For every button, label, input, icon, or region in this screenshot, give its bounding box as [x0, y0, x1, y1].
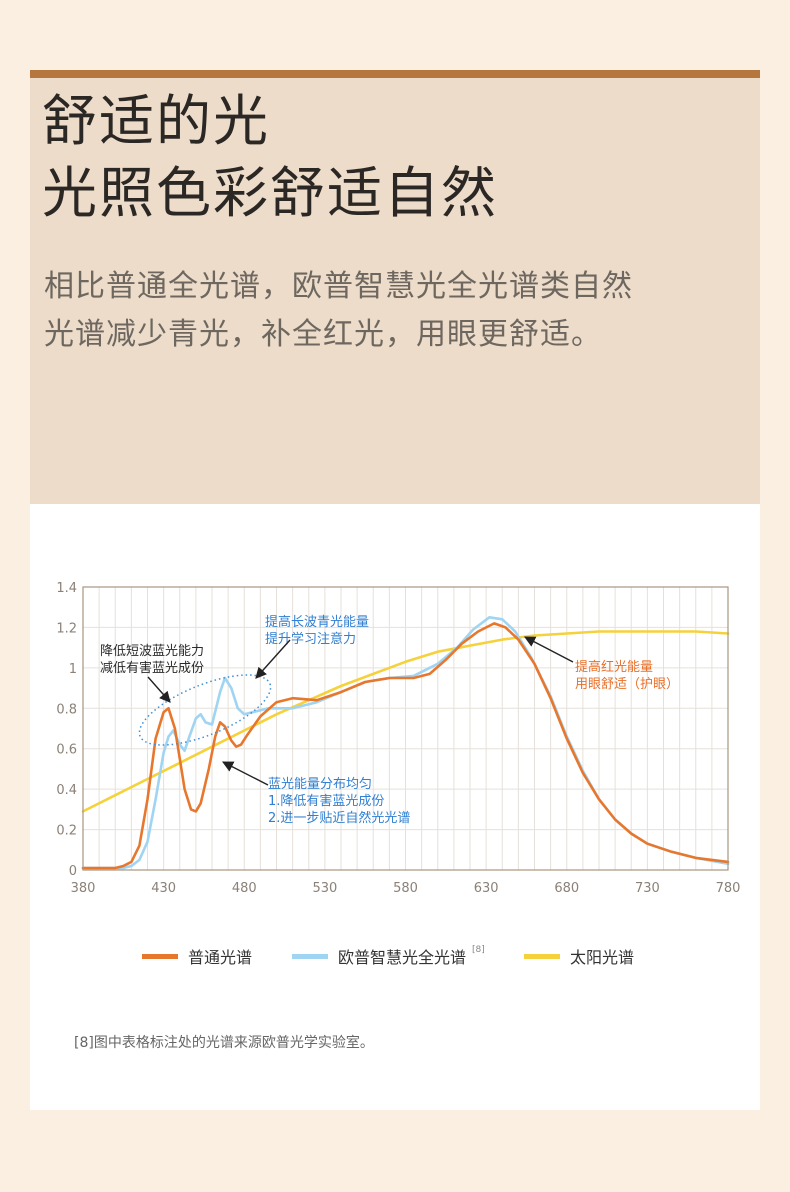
chart-ticks: 0 0.2 0.4 0.6 0.8 1 1.2 1.4 380 430 480 530 580 630 68…	[56, 581, 740, 896]
annotation-red-light: 提高红光能量用眼舒适（护眼）	[575, 659, 679, 692]
subtitle-line2: 光谱减少青光，补全红光，用眼更舒适。	[44, 317, 602, 352]
y-tick-label: 1.2	[56, 621, 77, 636]
subtitle-line1: 相比普通全光谱，欧普智慧光全光谱类自然	[44, 269, 633, 304]
y-tick-label: 0.4	[56, 783, 77, 798]
annotation-even-blue: 蓝光能量分布均匀 1.降低有害蓝光成份 2.进一步贴近自然光光谱	[268, 777, 410, 826]
legend-label-sun: 太阳光谱	[570, 948, 635, 967]
accent-bar	[30, 70, 760, 78]
x-tick-label: 630	[474, 881, 499, 896]
annotation-arrow	[524, 636, 574, 663]
annotation-red-light-line: 用眼舒适（护眼）	[575, 677, 679, 692]
annotation-even-blue-line: 蓝光能量分布均匀	[268, 777, 372, 792]
y-tick-label: 0.6	[56, 743, 77, 758]
legend-label-opple: 欧普智慧光全光谱	[338, 948, 467, 967]
series-line-sun	[81, 630, 730, 813]
y-tick-label: 0.2	[56, 824, 77, 839]
x-tick-label: 780	[716, 881, 741, 896]
annotation-long-wave-cyan-line: 提高长波青光能量	[265, 614, 369, 630]
legend-item-opple: 欧普智慧光全光谱 [8]	[292, 944, 485, 968]
page-title-line2: 光照色彩舒适自然	[42, 161, 499, 225]
x-tick-label: 680	[554, 881, 579, 896]
annotation-long-wave-cyan-line: 提升学习注意力	[265, 631, 356, 647]
y-tick-label: 0.8	[56, 702, 77, 717]
x-tick-label: 430	[151, 881, 176, 896]
x-tick-label: 580	[393, 881, 418, 896]
chart-grid	[83, 586, 728, 870]
annotation-even-blue-line: 2.进一步贴近自然光光谱	[268, 810, 410, 826]
y-tick-label: 1	[69, 662, 77, 677]
chart-frame	[82, 586, 729, 871]
annotation-arrow	[147, 676, 171, 703]
annotation-short-wave-blue-line: 降低短波蓝光能力	[100, 644, 204, 659]
legend-item-ordinary: 普通光谱	[142, 944, 252, 968]
x-tick-label: 530	[312, 881, 337, 896]
legend-swatch-ordinary	[142, 953, 178, 959]
x-tick-label: 380	[71, 881, 96, 896]
legend-swatch-sun	[524, 953, 560, 959]
annotation-arrow	[222, 761, 269, 786]
plot-border	[82, 586, 729, 871]
legend-footnote-ref: [8]	[472, 945, 485, 955]
annotation-short-wave-blue: 降低短波蓝光能力减低有害蓝光成份	[100, 644, 204, 676]
y-tick-label: 0	[69, 864, 77, 879]
annotation-arrow	[255, 639, 291, 679]
chart-legend: 普通光谱 欧普智慧光全光谱 [8] 太阳光谱	[30, 944, 760, 974]
chart-panel: 0 0.2 0.4 0.6 0.8 1 1.2 1.4 380 430 480 530 580 630 68…	[30, 504, 760, 1110]
x-tick-label: 730	[635, 881, 660, 896]
footnote: [8]图中表格标注处的光谱来源欧普光学实验室。	[74, 1035, 374, 1051]
spectrum-chart: 0 0.2 0.4 0.6 0.8 1 1.2 1.4 380 430 480 530 580 630 68…	[56, 581, 740, 896]
annotation-short-wave-blue-line: 减低有害蓝光成份	[100, 660, 204, 676]
legend-label-ordinary: 普通光谱	[188, 948, 253, 967]
page-title-line1: 舒适的光	[42, 89, 271, 153]
annotation-red-light-line: 提高红光能量	[575, 659, 653, 675]
x-tick-label: 480	[232, 881, 257, 896]
y-tick-label: 1.4	[56, 581, 77, 596]
annotation-long-wave-cyan: 提高长波青光能量提升学习注意力	[265, 614, 369, 647]
legend-swatch-opple	[292, 953, 328, 959]
hero-section	[30, 78, 760, 504]
annotation-even-blue-line: 1.降低有害蓝光成份	[268, 793, 384, 809]
series-line-ordinary	[81, 622, 730, 870]
legend-item-sun: 太阳光谱	[524, 944, 634, 968]
chart-series	[81, 616, 730, 870]
